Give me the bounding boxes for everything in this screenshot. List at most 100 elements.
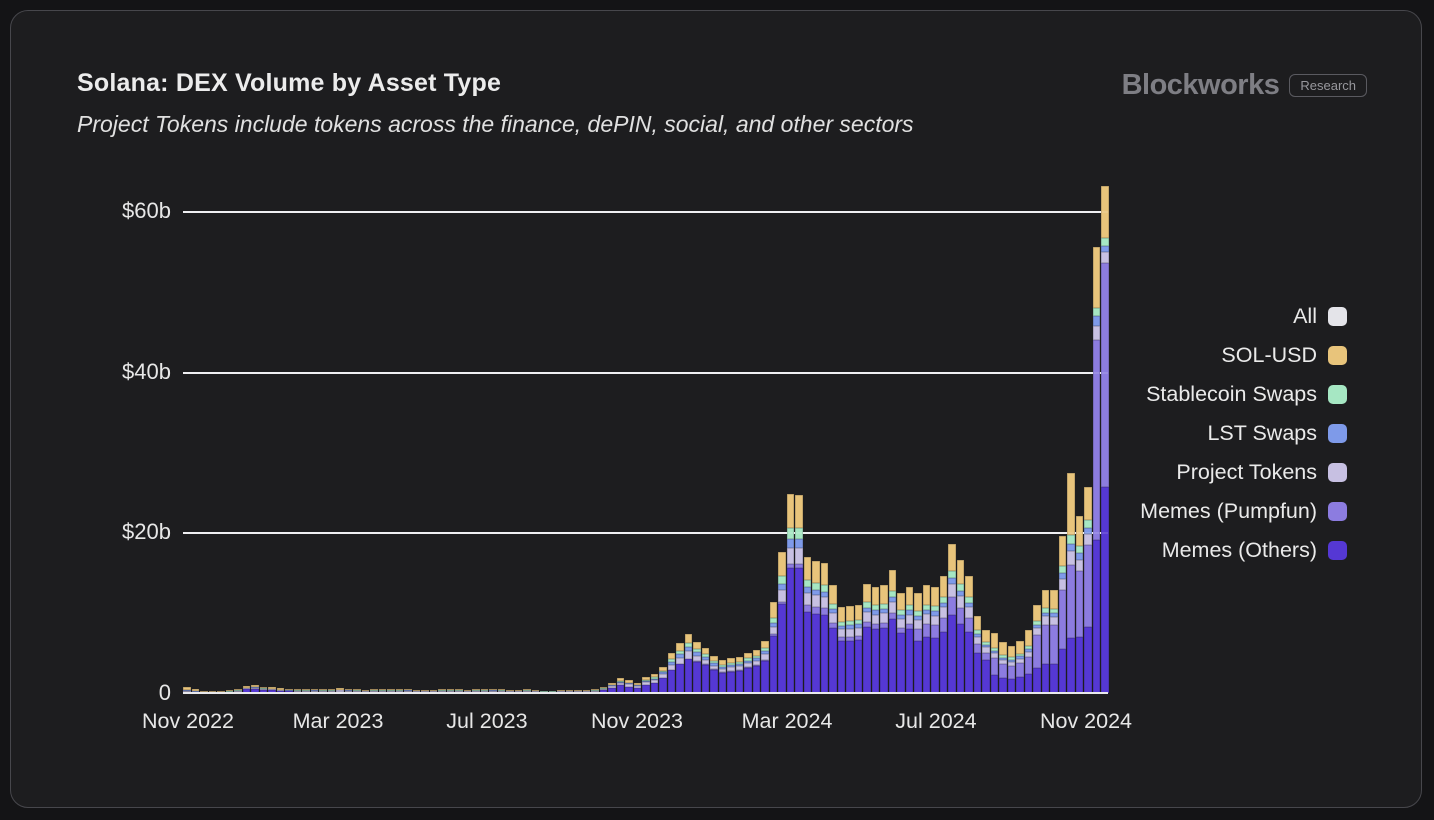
bar-week-2023-09-18[interactable] [565, 179, 573, 693]
bar-week-2024-11-11[interactable] [1075, 179, 1083, 693]
bar-week-2023-10-09[interactable] [591, 179, 599, 693]
bar-week-2023-05-29[interactable] [429, 179, 437, 693]
bar-week-2024-05-13[interactable] [854, 179, 862, 693]
bar-week-2024-05-27[interactable] [871, 179, 879, 693]
bar-week-2023-05-15[interactable] [412, 179, 420, 693]
bar-week-2024-01-15[interactable] [710, 179, 718, 693]
bar-week-2024-10-14[interactable] [1041, 179, 1049, 693]
bar-week-2023-11-27[interactable] [650, 179, 658, 693]
bar-week-2023-03-27[interactable] [353, 179, 361, 693]
bar-week-2023-03-06[interactable] [327, 179, 335, 693]
bar-week-2024-12-02[interactable] [1101, 179, 1109, 693]
bar-week-2022-11-28[interactable] [208, 179, 216, 693]
bar-week-2023-11-20[interactable] [642, 179, 650, 693]
bar-week-2023-09-04[interactable] [548, 179, 556, 693]
bar-week-2023-12-11[interactable] [667, 179, 675, 693]
bar-week-2023-03-20[interactable] [344, 179, 352, 693]
bar-week-2024-10-21[interactable] [1050, 179, 1058, 693]
bar-week-2023-07-03[interactable] [472, 179, 480, 693]
bar-week-2023-01-02[interactable] [251, 179, 259, 693]
bar-week-2023-01-23[interactable] [276, 179, 284, 693]
bar-week-2023-06-26[interactable] [463, 179, 471, 693]
bar-week-2024-01-29[interactable] [727, 179, 735, 693]
bar-week-2024-11-04[interactable] [1067, 179, 1075, 693]
bar-week-2024-04-15[interactable] [820, 179, 828, 693]
bar-week-2023-02-27[interactable] [319, 179, 327, 693]
bar-week-2024-10-07[interactable] [1033, 179, 1041, 693]
bar-week-2023-10-23[interactable] [608, 179, 616, 693]
bar-week-2024-07-29[interactable] [948, 179, 956, 693]
bar-week-2023-12-25[interactable] [684, 179, 692, 693]
bar-week-2024-07-08[interactable] [922, 179, 930, 693]
bar-week-2024-11-25[interactable] [1092, 179, 1100, 693]
legend-item-sol_usd[interactable]: SOL-USD [1140, 336, 1347, 375]
legend-item-memes_others[interactable]: Memes (Others) [1140, 531, 1347, 570]
bar-week-2023-12-18[interactable] [676, 179, 684, 693]
legend-item-all[interactable]: All [1140, 297, 1347, 336]
bar-week-2023-10-02[interactable] [582, 179, 590, 693]
bar-week-2023-11-06[interactable] [625, 179, 633, 693]
legend-item-memes_pumpfun[interactable]: Memes (Pumpfun) [1140, 492, 1347, 531]
bar-week-2024-06-03[interactable] [880, 179, 888, 693]
bar-week-2023-04-17[interactable] [378, 179, 386, 693]
bar-week-2024-07-01[interactable] [914, 179, 922, 693]
bar-week-2023-12-04[interactable] [659, 179, 667, 693]
bar-week-2024-11-18[interactable] [1084, 179, 1092, 693]
bar-week-2024-01-01[interactable] [693, 179, 701, 693]
bar-week-2023-09-25[interactable] [574, 179, 582, 693]
legend-item-stablecoin_swaps[interactable]: Stablecoin Swaps [1140, 375, 1347, 414]
bar-week-2024-05-06[interactable] [846, 179, 854, 693]
bar-week-2023-08-28[interactable] [540, 179, 548, 693]
bar-week-2024-04-29[interactable] [837, 179, 845, 693]
bar-week-2023-08-21[interactable] [531, 179, 539, 693]
bar-week-2024-09-02[interactable] [990, 179, 998, 693]
bar-week-2023-09-11[interactable] [557, 179, 565, 693]
bar-week-2022-12-26[interactable] [242, 179, 250, 693]
bar-week-2023-02-20[interactable] [310, 179, 318, 693]
bar-week-2024-07-22[interactable] [939, 179, 947, 693]
bar-week-2023-06-12[interactable] [446, 179, 454, 693]
bar-week-2024-09-09[interactable] [999, 179, 1007, 693]
bar-week-2023-06-05[interactable] [438, 179, 446, 693]
bar-week-2024-04-01[interactable] [803, 179, 811, 693]
bar-week-2024-01-22[interactable] [718, 179, 726, 693]
bar-week-2024-01-08[interactable] [701, 179, 709, 693]
bar-week-2024-08-05[interactable] [956, 179, 964, 693]
bar-week-2023-04-10[interactable] [370, 179, 378, 693]
bar-week-2023-05-22[interactable] [421, 179, 429, 693]
bar-week-2024-09-30[interactable] [1024, 179, 1032, 693]
bar-week-2022-12-12[interactable] [225, 179, 233, 693]
bar-week-2022-11-07[interactable] [183, 179, 191, 693]
bar-week-2023-01-09[interactable] [259, 179, 267, 693]
bar-week-2024-10-28[interactable] [1058, 179, 1066, 693]
bar-week-2024-02-26[interactable] [761, 179, 769, 693]
bar-week-2023-01-16[interactable] [268, 179, 276, 693]
bar-week-2024-08-19[interactable] [973, 179, 981, 693]
bar-week-2023-04-03[interactable] [361, 179, 369, 693]
bar-week-2022-11-14[interactable] [191, 179, 199, 693]
bar-week-2024-02-05[interactable] [735, 179, 743, 693]
bar-week-2024-09-16[interactable] [1007, 179, 1015, 693]
bar-week-2023-03-13[interactable] [336, 179, 344, 693]
bar-week-2023-04-24[interactable] [387, 179, 395, 693]
bar-week-2024-05-20[interactable] [863, 179, 871, 693]
bar-week-2023-07-17[interactable] [489, 179, 497, 693]
bar-week-2023-05-01[interactable] [395, 179, 403, 693]
bar-week-2024-06-24[interactable] [905, 179, 913, 693]
bar-week-2024-08-12[interactable] [965, 179, 973, 693]
bar-week-2022-11-21[interactable] [200, 179, 208, 693]
bar-week-2023-05-08[interactable] [404, 179, 412, 693]
bar-week-2023-07-24[interactable] [497, 179, 505, 693]
bar-week-2023-07-31[interactable] [506, 179, 514, 693]
bar-week-2023-10-16[interactable] [599, 179, 607, 693]
bar-week-2023-08-14[interactable] [523, 179, 531, 693]
bar-week-2024-02-19[interactable] [752, 179, 760, 693]
bar-week-2023-02-13[interactable] [302, 179, 310, 693]
bar-week-2023-08-07[interactable] [514, 179, 522, 693]
bar-week-2024-02-12[interactable] [744, 179, 752, 693]
bar-week-2023-01-30[interactable] [285, 179, 293, 693]
bar-week-2022-12-19[interactable] [234, 179, 242, 693]
bar-week-2024-06-17[interactable] [897, 179, 905, 693]
legend-item-project_tokens[interactable]: Project Tokens [1140, 453, 1347, 492]
bar-week-2024-04-08[interactable] [812, 179, 820, 693]
